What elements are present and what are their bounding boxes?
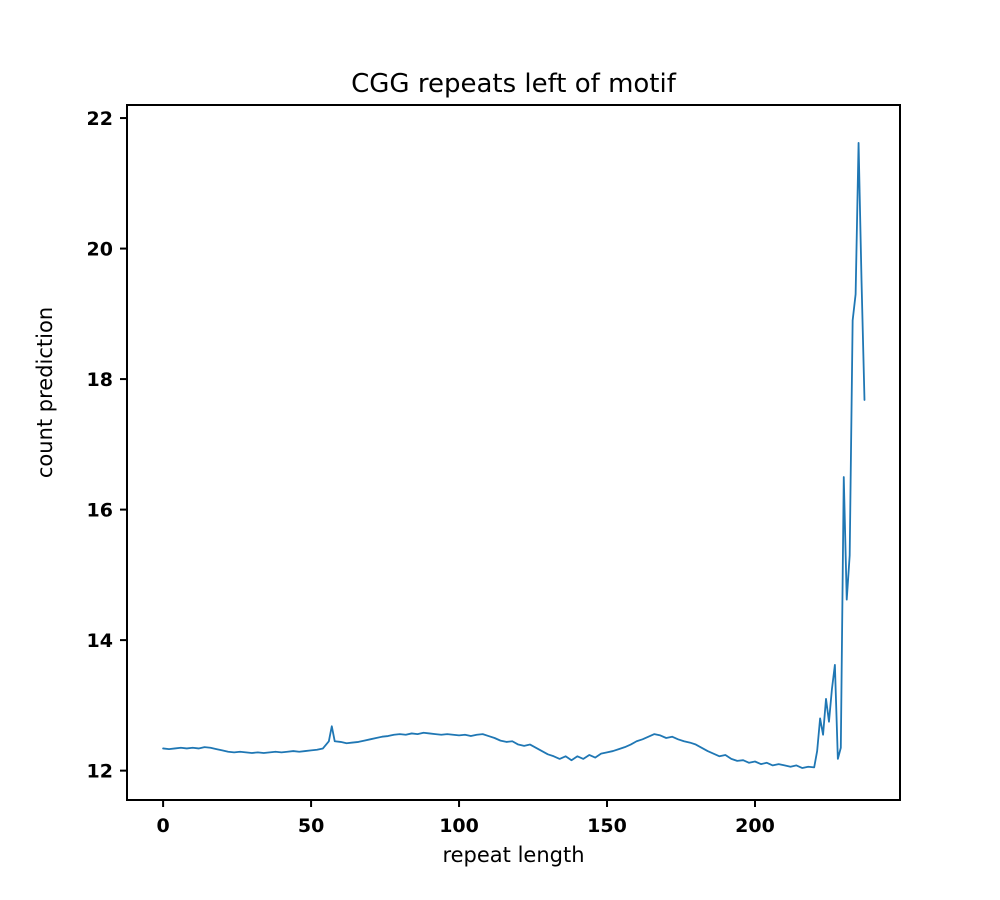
axis-ticks: [120, 117, 756, 807]
chart-title: CGG repeats left of motif: [351, 69, 677, 99]
x-tick-label: 0: [156, 815, 169, 837]
x-tick-label: 100: [439, 815, 479, 837]
axis-tick-labels: 0 50 100 150 200 12 14 16 18 20 22: [87, 108, 775, 837]
plot-area-border: [126, 104, 901, 801]
y-tick-label: 18: [87, 369, 113, 391]
x-tick-label: 50: [298, 815, 324, 837]
data-line: [162, 141, 866, 769]
x-tick-label: 150: [587, 815, 627, 837]
y-axis-label: count prediction: [33, 307, 57, 478]
y-tick-label: 20: [87, 239, 113, 261]
y-tick-label: 12: [87, 761, 113, 783]
x-axis-label: repeat length: [442, 843, 584, 867]
y-tick-label: 16: [87, 500, 113, 522]
y-tick-label: 22: [87, 108, 113, 130]
x-tick-label: 200: [735, 815, 775, 837]
series-line: [162, 141, 866, 769]
y-tick-label: 14: [87, 630, 113, 652]
